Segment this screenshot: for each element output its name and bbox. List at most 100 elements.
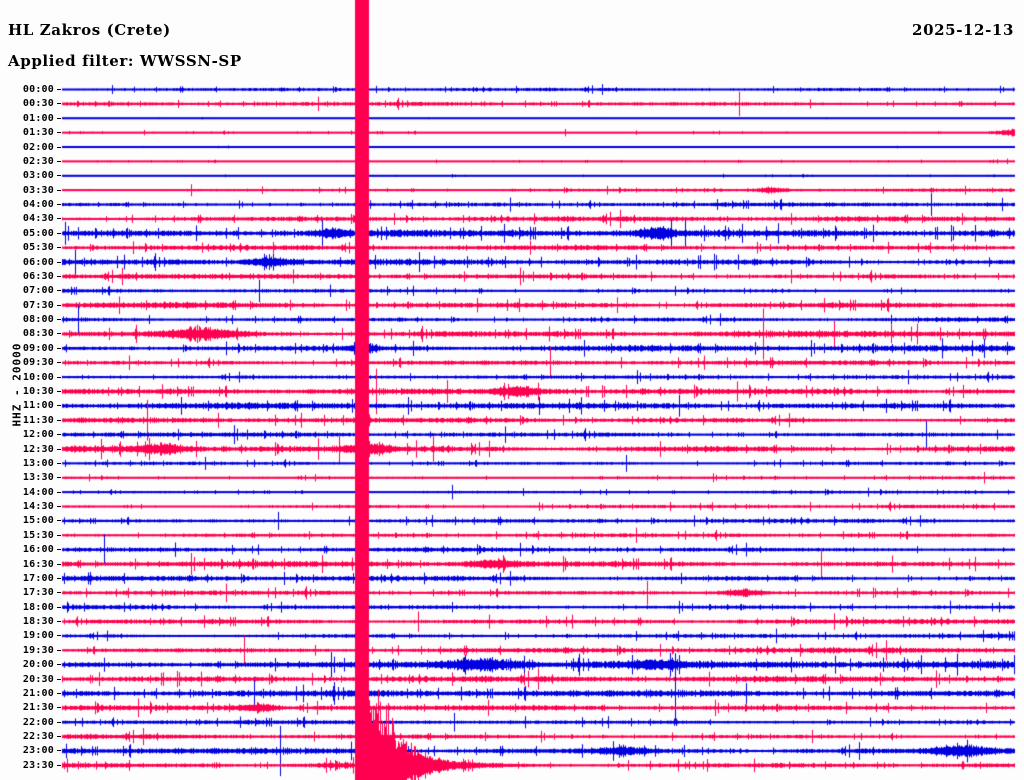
time-tick-label: 22:30 [22,731,54,743]
time-tick-mark [57,564,61,565]
time-tick-mark [57,305,61,306]
time-tick-mark [57,190,61,191]
time-tick-mark [57,463,61,464]
time-tick-mark [57,362,61,363]
time-tick-mark [57,175,61,176]
time-tick-label: 03:30 [22,184,54,196]
time-tick-label: 14:00 [22,486,54,498]
time-tick-label: 01:30 [22,127,54,139]
time-tick-label: 21:00 [22,687,54,699]
time-tick-label: 13:00 [22,457,54,469]
time-tick-mark [57,578,61,579]
time-tick-label: 08:30 [22,328,54,340]
time-tick-label: 02:00 [22,141,54,153]
time-tick-label: 18:30 [22,616,54,628]
time-tick-label: 10:30 [22,385,54,397]
time-tick-label: 11:30 [22,414,54,426]
time-tick-label: 14:30 [22,501,54,513]
time-tick-mark [57,520,61,521]
time-tick-label: 10:00 [22,371,54,383]
time-tick-label: 07:00 [22,285,54,297]
time-tick-mark [57,736,61,737]
time-tick-label: 23:00 [22,745,54,757]
time-tick-mark [57,535,61,536]
time-tick-mark [57,693,61,694]
page-title: HL Zakros (Crete) [8,21,171,39]
time-tick-mark [57,650,61,651]
time-tick-label: 19:00 [22,630,54,642]
time-tick-mark [57,405,61,406]
time-tick-label: 17:30 [22,587,54,599]
time-tick-mark [57,147,61,148]
time-tick-label: 06:30 [22,270,54,282]
time-tick-label: 11:00 [22,400,54,412]
time-tick-label: 21:30 [22,702,54,714]
time-tick-label: 01:00 [22,112,54,124]
time-tick-label: 20:30 [22,673,54,685]
time-tick-label: 00:30 [22,98,54,110]
time-tick-label: 09:00 [22,342,54,354]
time-tick-mark [57,635,61,636]
time-tick-mark [57,621,61,622]
time-tick-mark [57,290,61,291]
time-tick-label: 15:30 [22,529,54,541]
applied-filter-label: Applied filter: WWSSN-SP [8,52,242,70]
time-tick-mark [57,391,61,392]
time-tick-mark [57,89,61,90]
time-tick-mark [57,607,61,608]
time-tick-mark [57,247,61,248]
time-tick-label: 18:00 [22,601,54,613]
time-tick-mark [57,132,61,133]
time-tick-label: 13:30 [22,472,54,484]
time-tick-label: 08:00 [22,314,54,326]
time-tick-label: 02:30 [22,155,54,167]
time-tick-mark [57,420,61,421]
time-tick-label: 04:00 [22,199,54,211]
time-tick-label: 06:00 [22,256,54,268]
time-tick-label: 07:30 [22,299,54,311]
time-tick-mark [57,233,61,234]
time-tick-label: 12:00 [22,429,54,441]
time-tick-mark [57,679,61,680]
time-tick-mark [57,506,61,507]
time-tick-label: 03:00 [22,170,54,182]
time-tick-mark [57,592,61,593]
time-tick-label: 09:30 [22,357,54,369]
time-tick-mark [57,492,61,493]
time-tick-mark [57,765,61,766]
time-tick-mark [57,434,61,435]
time-tick-mark [57,750,61,751]
time-tick-label: 23:30 [22,759,54,771]
time-tick-label: 22:00 [22,716,54,728]
time-tick-mark [57,262,61,263]
time-tick-mark [57,161,61,162]
time-tick-mark [57,218,61,219]
time-tick-mark [57,319,61,320]
time-tick-label: 16:00 [22,544,54,556]
time-tick-mark [57,118,61,119]
time-tick-mark [57,348,61,349]
time-tick-mark [57,477,61,478]
time-tick-label: 20:00 [22,659,54,671]
time-tick-mark [57,377,61,378]
time-tick-label: 19:30 [22,644,54,656]
time-tick-label: 04:30 [22,213,54,225]
time-tick-mark [57,722,61,723]
time-tick-mark [57,333,61,334]
time-tick-mark [57,707,61,708]
time-tick-label: 17:00 [22,572,54,584]
time-tick-label: 16:30 [22,558,54,570]
time-tick-label: 05:30 [22,242,54,254]
time-tick-mark [57,103,61,104]
record-date: 2025-12-13 [912,21,1014,39]
time-tick-mark [57,664,61,665]
time-tick-mark [57,276,61,277]
time-tick-label: 12:30 [22,443,54,455]
time-tick-mark [57,449,61,450]
time-tick-mark [57,204,61,205]
time-tick-label: 05:00 [22,227,54,239]
time-tick-mark [57,549,61,550]
time-tick-label: 00:00 [22,84,54,95]
